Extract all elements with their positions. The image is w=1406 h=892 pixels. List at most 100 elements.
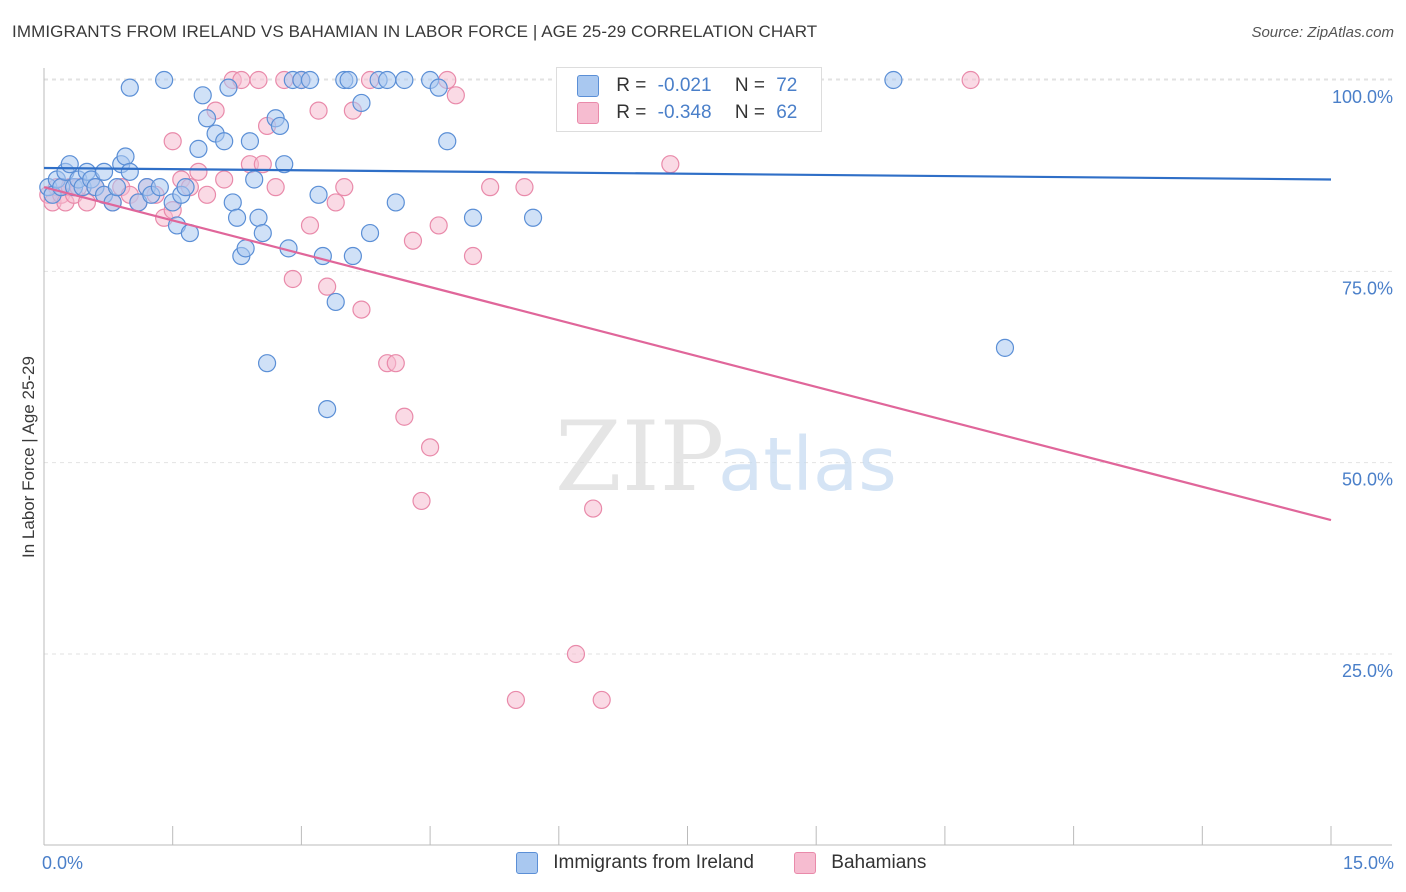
point-bahamas-47 [412,491,431,511]
point-ireland-27 [189,139,208,158]
legend-r-label: R = [616,102,647,123]
point-ireland-36 [236,239,255,258]
point-ireland-44 [275,155,294,174]
point-ireland-63 [429,78,448,97]
point-bahamas-29 [253,155,272,174]
watermark: ZIP atlas [555,401,897,513]
point-bahamas-41 [352,300,371,319]
trend-line-ireland [43,166,1332,181]
point-bahamas-52 [463,246,483,266]
legend-n-label: N = [734,75,765,96]
point-ireland-17 [120,162,139,181]
data-points [39,70,1015,710]
point-ireland-52 [326,292,345,312]
watermark-atlas: atlas [718,422,897,508]
point-ireland-50 [313,246,332,266]
point-bahamas-38 [326,193,345,212]
point-bahamas-31 [266,178,285,197]
legend-row-bahamas: R = -0.348 N = 62 [577,102,797,126]
series-legend-bahamas: Bahamians [794,852,926,874]
x-tick-label-1: 15.0% [1343,853,1394,873]
point-ireland-40 [253,223,272,243]
point-ireland-14 [107,178,127,197]
point-ireland-24 [176,178,195,197]
point-ireland-61 [395,70,414,90]
point-ireland-65 [463,208,483,227]
point-bahamas-59 [661,155,680,174]
point-ireland-54 [339,70,358,90]
legend-n-value-ireland: 72 [776,75,798,96]
point-ireland-51 [318,399,337,419]
chart-title: IMMIGRANTS FROM IRELAND VS BAHAMIAN IN L… [12,22,818,41]
point-ireland-21 [150,178,169,197]
point-bahamas-46 [403,231,423,250]
point-ireland-37 [240,132,260,151]
point-ireland-67 [884,70,903,90]
point-bahamas-54 [506,690,526,710]
series-name-bahamas: Bahamians [831,852,927,873]
legend-swatch-ireland [577,75,599,97]
series-legend: Immigrants from Ireland Bahamians [0,852,1406,878]
point-bahamas-57 [584,499,603,518]
point-bahamas-58 [592,690,611,710]
point-ireland-70 [155,70,174,90]
y-tick-label-2: 75.0% [1342,278,1393,298]
point-ireland-49 [309,185,328,204]
x-tick-label-0: 0.0% [42,853,83,873]
point-ireland-64 [438,132,457,151]
legend-r-label: R = [616,75,647,96]
point-ireland-5 [60,155,79,174]
point-bahamas-53 [481,178,500,197]
point-bahamas-28 [249,70,268,90]
point-bahamas-45 [395,407,414,426]
point-bahamas-35 [300,216,320,235]
point-ireland-55 [343,246,362,266]
series-name-ireland: Immigrants from Ireland [553,852,754,873]
point-bahamas-33 [283,269,302,289]
series-swatch-bahamas [794,852,816,874]
legend-r-value-ireland: -0.021 [657,75,712,96]
point-ireland-33 [223,193,242,212]
point-ireland-66 [523,208,543,227]
point-ireland-57 [360,223,380,243]
trend-lines [43,166,1332,522]
chart-source: Source: ZipAtlas.com [1251,24,1394,41]
point-ireland-28 [193,86,212,105]
point-ireland-34 [227,208,247,227]
point-ireland-29 [197,109,217,128]
series-swatch-ireland [516,852,538,874]
legend-r-value-bahamas: -0.348 [657,102,712,123]
point-ireland-68 [995,338,1015,357]
point-ireland-39 [249,208,268,227]
point-ireland-71 [94,162,114,181]
point-ireland-56 [352,93,371,113]
point-ireland-60 [386,193,405,212]
point-ireland-41 [257,354,277,373]
point-bahamas-56 [566,644,586,664]
point-ireland-43 [270,116,290,136]
point-bahamas-61 [163,132,182,151]
watermark-zip: ZIP [555,401,724,513]
point-bahamas-21 [189,162,208,181]
point-bahamas-22 [197,185,217,204]
point-ireland-16 [116,147,135,166]
point-bahamas-39 [335,178,354,197]
point-bahamas-60 [961,70,980,90]
point-ireland-59 [378,70,397,90]
point-bahamas-55 [515,178,534,197]
point-bahamas-49 [429,216,448,235]
point-ireland-32 [219,78,238,97]
legend-n-value-bahamas: 62 [776,102,798,123]
y-tick-label-0: 25.0% [1342,661,1393,681]
point-bahamas-24 [215,170,234,189]
point-ireland-69 [120,78,139,97]
legend-row-ireland: R = -0.021 N = 72 [577,75,797,99]
point-bahamas-37 [318,277,337,296]
trend-line-bahamas [43,186,1332,522]
legend-swatch-bahamas [577,102,599,124]
y-axis-label: In Labor Force | Age 25-29 [19,356,38,558]
correlation-legend: R = -0.021 N = 72 R = -0.348 N = 62 [556,67,822,132]
point-bahamas-51 [446,86,465,105]
series-legend-ireland: Immigrants from Ireland [516,852,754,874]
